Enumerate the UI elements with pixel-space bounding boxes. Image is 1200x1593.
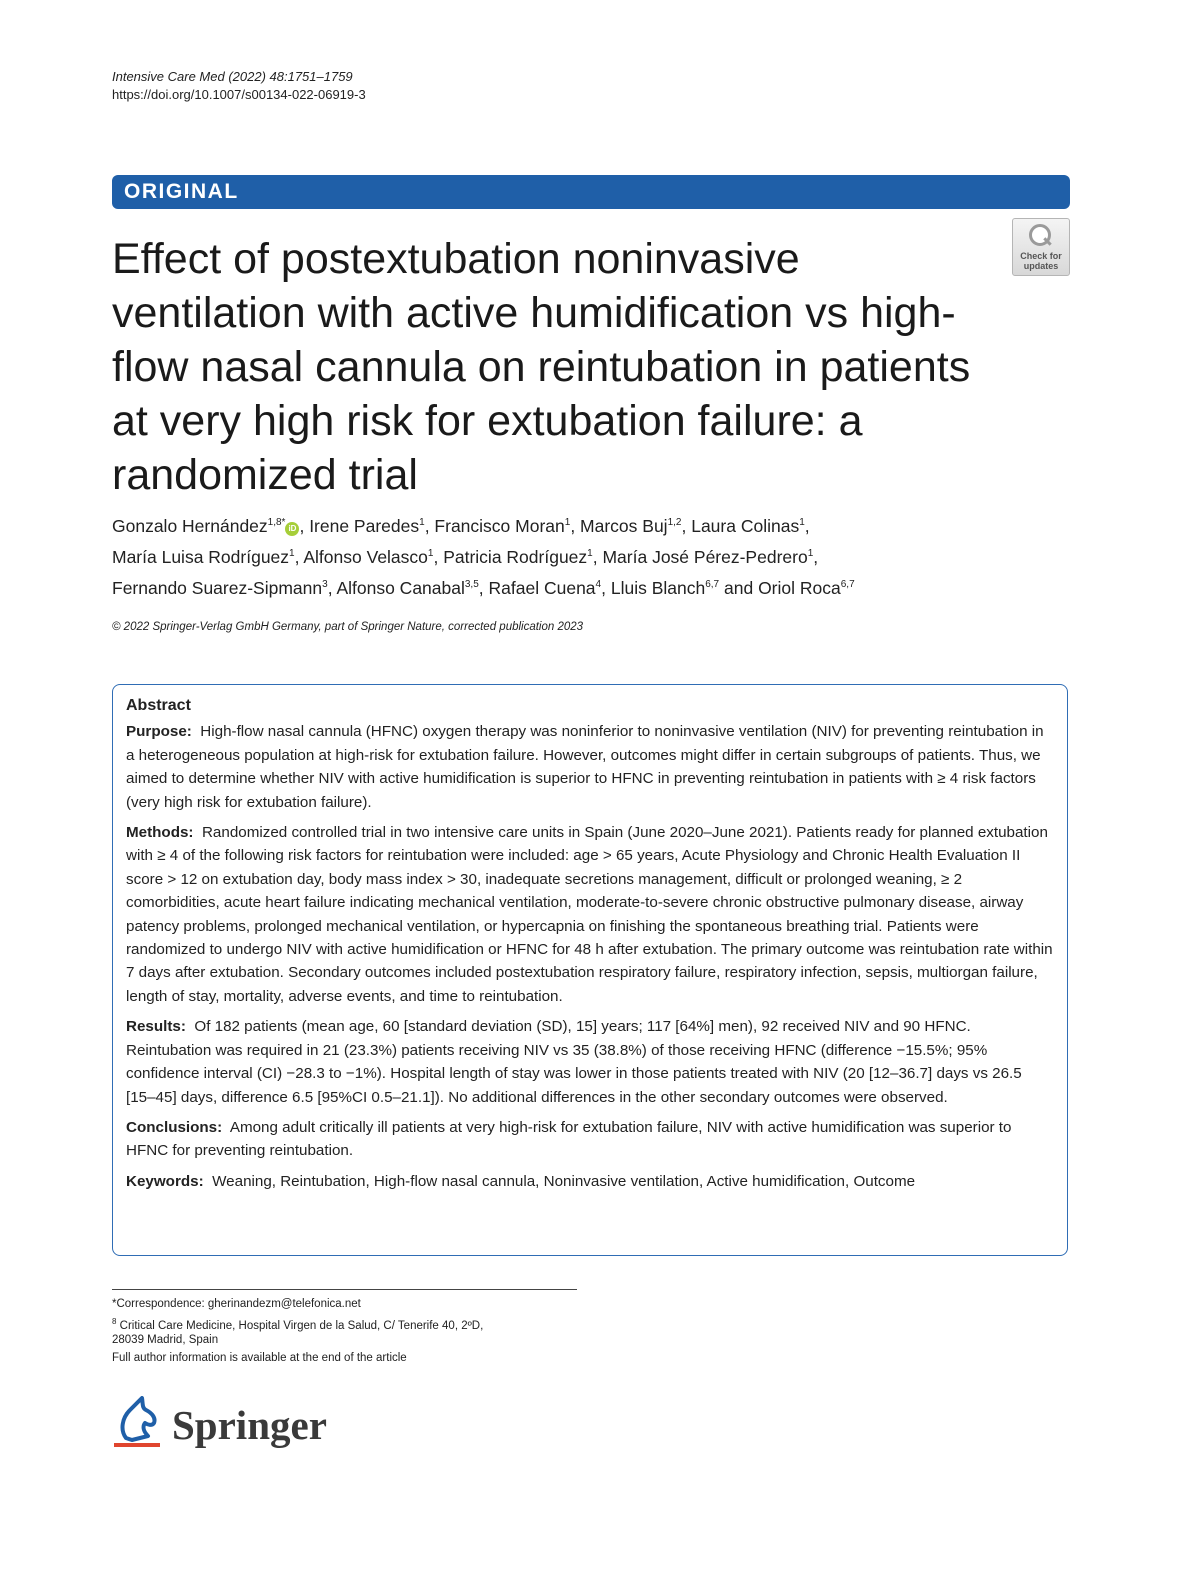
article-type-label: ORIGINAL: [124, 180, 239, 203]
author-name: Fernando Suarez-Sipmann: [112, 577, 323, 598]
springer-horse-logo-icon: [114, 1396, 160, 1447]
author-name: Lluis Blanch: [610, 577, 706, 598]
article-title: Effect of postextubation noninvasive ven…: [112, 235, 971, 499]
author-name: Rafael Cuena: [488, 577, 596, 598]
abstract-results: Results: Of 182 patients (mean age, 60 […: [126, 1018, 1022, 1106]
publisher-name: Springer: [172, 1402, 327, 1448]
author-name: Gonzalo Hernández: [112, 515, 268, 536]
author-list: Gonzalo Hernández1,8*iD, Irene Paredes1,…: [112, 515, 855, 598]
abstract-conclusions: Conclusions: Among adult critically ill …: [126, 1118, 1012, 1160]
abstract-keywords: Keywords: Weaning, Reintubation, High-fl…: [126, 1172, 916, 1190]
abstract-methods: Methods: Randomized controlled trial in …: [126, 824, 1053, 1005]
check-badge-line2: updates: [1023, 261, 1059, 271]
affiliation-note: 8 Critical Care Medicine, Hospital Virge…: [112, 1317, 484, 1332]
copyright-notice: © 2022 Springer-Verlag GmbH Germany, par…: [112, 621, 584, 633]
author-name: Patricia Rodríguez: [443, 546, 588, 567]
orcid-icon[interactable]: iD: [285, 521, 300, 536]
footnote-divider: [112, 1289, 577, 1290]
author-name: Francisco Moran: [434, 515, 565, 536]
affiliation-address: 28039 Madrid, Spain: [112, 1334, 219, 1346]
author-info-note: Full author information is available at …: [112, 1352, 407, 1364]
check-updates-icon: [1029, 224, 1051, 246]
author-name: Marcos Buj: [580, 515, 668, 536]
journal-citation: Intensive Care Med (2022) 48:1751–1759: [112, 69, 353, 84]
author-name: María José Pérez-Pedrero: [602, 546, 808, 567]
author-name: Laura Colinas: [691, 515, 800, 536]
abstract-purpose: Purpose: High-flow nasal cannula (HFNC) …: [126, 723, 1044, 811]
author-name: Oriol Roca: [758, 577, 841, 598]
abstract-box: Abstract Purpose: High-flow nasal cannul…: [112, 684, 1068, 1256]
doi-link[interactable]: https://doi.org/10.1007/s00134-022-06919…: [112, 87, 366, 102]
check-for-updates-badge[interactable]: Check for updates: [1012, 218, 1070, 276]
author-name: Alfonso Canabal: [336, 577, 465, 598]
author-name: María Luisa Rodríguez: [112, 546, 290, 567]
abstract-heading: Abstract: [126, 697, 191, 714]
article-type-banner: ORIGINAL: [112, 175, 1070, 209]
author-name: Irene Paredes: [309, 515, 420, 536]
check-badge-line1: Check for: [1020, 251, 1062, 261]
author-name: Alfonso Velasco: [303, 546, 428, 567]
correspondence-note[interactable]: *Correspondence: gherinandezm@telefonica…: [112, 1298, 361, 1310]
